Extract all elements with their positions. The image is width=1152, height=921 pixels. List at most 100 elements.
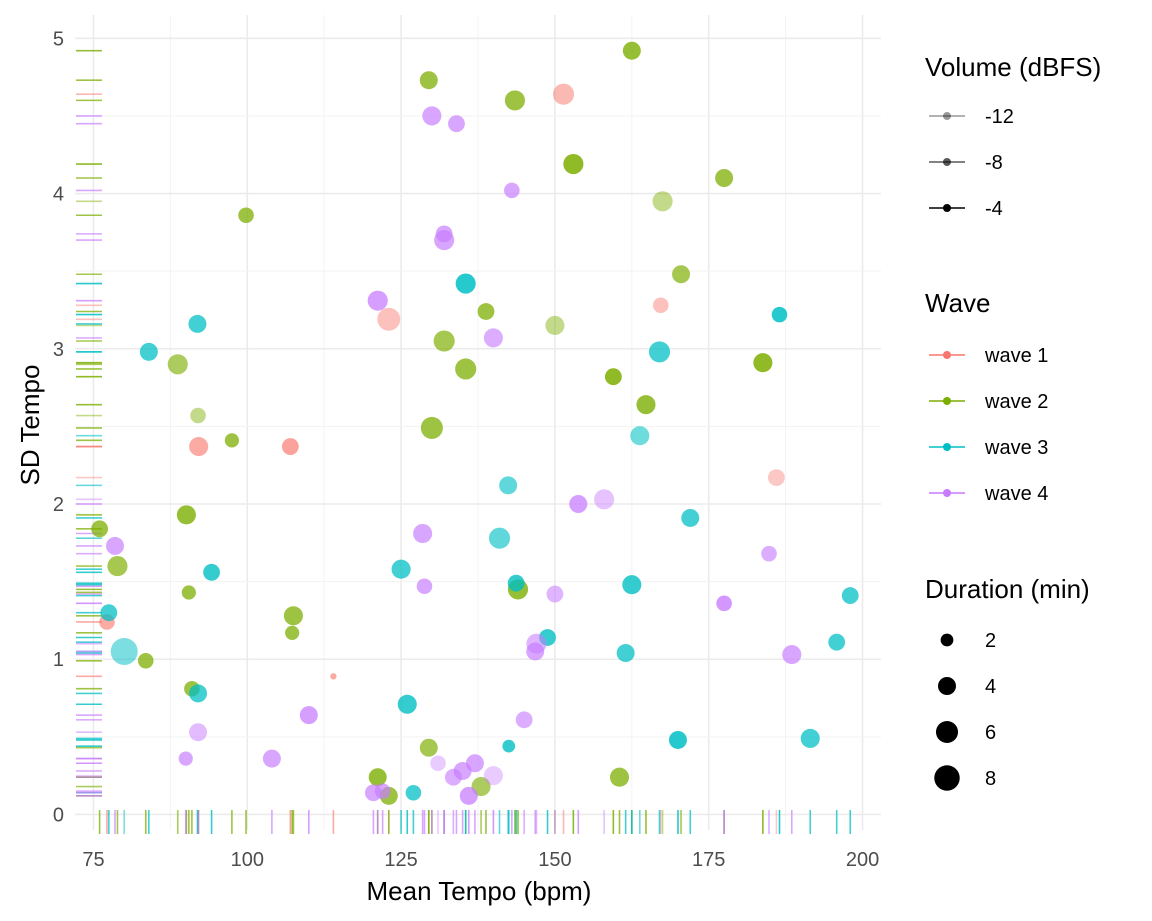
legend-duration-dot (935, 720, 959, 744)
legend-duration-label: 6 (985, 722, 996, 744)
y-tick-label: 4 (53, 184, 64, 206)
data-point (753, 353, 773, 373)
data-point (139, 342, 158, 361)
data-point (444, 768, 462, 786)
legend-wave-label: wave 1 (984, 345, 1048, 367)
legend-wave-label: wave 3 (984, 437, 1048, 459)
data-point (563, 153, 584, 175)
data-point (648, 341, 671, 363)
legend-volume-dot (943, 112, 951, 120)
data-point (771, 306, 788, 323)
data-point (507, 574, 525, 592)
data-point (330, 673, 337, 680)
legend-volume-label: -12 (985, 106, 1014, 128)
data-point (569, 495, 588, 513)
data-point (636, 395, 656, 415)
data-point (488, 527, 511, 549)
data-point (281, 438, 299, 455)
data-point (419, 738, 438, 757)
data-point (672, 265, 691, 284)
data-point (422, 106, 442, 126)
data-point (137, 652, 154, 669)
data-point (616, 644, 635, 663)
data-point (465, 754, 484, 773)
data-point (448, 115, 465, 133)
data-point (459, 786, 478, 805)
data-point (477, 303, 495, 320)
legend-wave-dot (943, 397, 951, 405)
x-tick-label: 75 (82, 849, 104, 871)
legend-wave-title: Wave (925, 288, 991, 318)
data-point (262, 749, 281, 768)
data-point (397, 694, 417, 714)
data-point (782, 645, 802, 665)
data-point (374, 783, 391, 799)
data-point (652, 297, 669, 314)
legend-volume-label: -4 (985, 198, 1003, 220)
data-points (91, 41, 859, 805)
data-point (668, 730, 687, 749)
data-point (189, 437, 209, 457)
data-point (800, 728, 820, 748)
x-tick-label: 200 (846, 849, 879, 871)
x-tick-label: 175 (692, 849, 725, 871)
data-point (188, 314, 207, 333)
grid (75, 15, 881, 830)
legend-wave-items: wave 1 wave 2 wave 3 wave 4 (929, 345, 1048, 505)
data-point (504, 90, 525, 111)
data-point (367, 290, 388, 311)
data-point (455, 358, 477, 380)
data-point (377, 307, 401, 331)
data-point (630, 426, 650, 446)
axes: 75 100 125 150 175 200 0 1 2 3 4 5 (53, 28, 879, 871)
legend-volume-dot (943, 158, 951, 166)
data-point (761, 545, 777, 562)
legend-volume-label: -8 (985, 152, 1003, 174)
data-point (435, 225, 453, 243)
data-point (652, 191, 673, 212)
legend-volume-dot (943, 204, 951, 212)
legend-duration-items: 2 4 6 8 (934, 630, 996, 791)
data-point (716, 595, 732, 612)
data-point (546, 585, 564, 603)
data-point (416, 578, 433, 595)
data-point (526, 642, 545, 661)
data-point (430, 755, 446, 772)
data-point (433, 330, 455, 352)
data-point (419, 71, 438, 90)
legend-duration-label: 4 (985, 676, 996, 698)
data-point (203, 563, 221, 581)
data-point (285, 625, 300, 640)
data-point (828, 633, 846, 651)
data-point (609, 767, 630, 787)
x-tick-label: 125 (384, 849, 417, 871)
data-point (420, 416, 443, 439)
data-point (622, 575, 642, 595)
legend-duration-dot (934, 765, 960, 791)
legend-wave-dot (943, 443, 951, 451)
x-rug (98, 810, 852, 834)
data-point (110, 637, 138, 665)
y-tick-label: 2 (53, 494, 64, 516)
data-point (604, 368, 622, 386)
data-point (594, 489, 615, 510)
legend-duration-dot (940, 633, 954, 647)
data-point (283, 606, 303, 626)
data-point (238, 207, 254, 224)
data-point (189, 723, 208, 742)
data-point (715, 169, 734, 187)
x-axis-title: Mean Tempo (bpm) (367, 876, 592, 906)
data-point (499, 476, 518, 495)
data-point (502, 739, 516, 753)
data-point (178, 751, 193, 766)
data-point (224, 433, 240, 448)
y-rug (76, 49, 102, 797)
data-point (105, 536, 124, 555)
data-point (189, 684, 208, 703)
data-point (91, 520, 109, 538)
data-point (767, 469, 785, 487)
data-point (100, 604, 118, 622)
data-point (167, 354, 188, 375)
legend-wave-dot (943, 489, 951, 497)
